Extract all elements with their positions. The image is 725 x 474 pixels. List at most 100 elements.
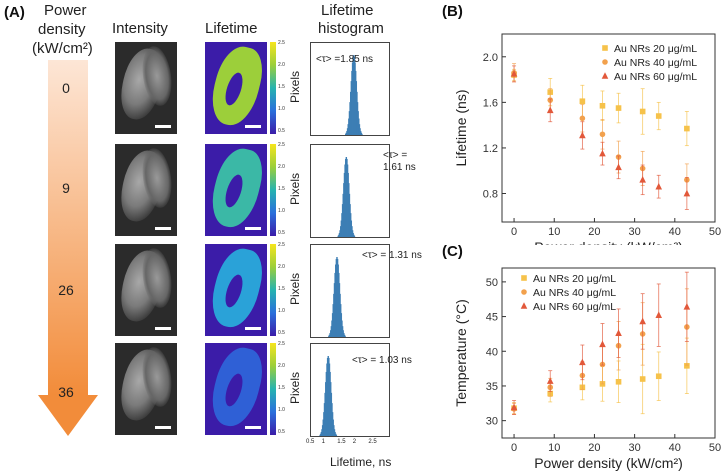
data-point bbox=[615, 105, 622, 111]
lifetime-image bbox=[205, 144, 267, 236]
histogram-bar bbox=[344, 335, 346, 337]
colorbar-tick: 1.5 bbox=[278, 84, 285, 90]
colorbar-tick: 1.5 bbox=[278, 385, 285, 391]
histogram-mean-annotation: <τ> =1.85 ns bbox=[316, 54, 374, 65]
y-tick-label: 30 bbox=[486, 416, 498, 428]
data-point bbox=[546, 106, 554, 114]
x-tick-label: 30 bbox=[628, 226, 640, 238]
lifetime-colorbar bbox=[270, 244, 276, 336]
chart-b-lifetime: (B) 0 10 20 30 40 50 0.8 1.2 1.6 2.0 Power density … bbox=[442, 3, 721, 245]
histogram-y-label: Pixels bbox=[288, 371, 303, 405]
power-density-header-unit: (kW/cm²) bbox=[32, 40, 93, 57]
histogram-x-tick: 2.5 bbox=[368, 439, 377, 445]
colorbar-tick: 2.0 bbox=[278, 264, 285, 270]
data-point bbox=[599, 131, 606, 138]
intensity-image bbox=[115, 144, 177, 236]
scale-bar bbox=[155, 426, 171, 429]
data-point bbox=[615, 163, 622, 171]
data-point bbox=[579, 98, 586, 105]
colorbar-tick: 0.5 bbox=[278, 330, 285, 336]
power-level-0: 0 bbox=[62, 80, 70, 96]
histogram-mean-annotation: <τ> = 1.03 ns bbox=[352, 355, 412, 366]
histogram-x-label: Lifetime, ns bbox=[330, 455, 392, 469]
data-point bbox=[579, 131, 586, 139]
scale-bar bbox=[155, 125, 171, 128]
y-tick-label: 0.8 bbox=[483, 189, 498, 201]
histogram-bar bbox=[361, 133, 363, 135]
x-tick-label: 30 bbox=[628, 442, 640, 454]
colorbar-tick: 2.5 bbox=[278, 341, 285, 347]
y-tick-label: 40 bbox=[486, 346, 498, 358]
legend-label: Au NRs 40 μg/mL bbox=[533, 287, 616, 299]
lifetime-colorbar bbox=[270, 144, 276, 236]
plot-frame bbox=[501, 267, 716, 439]
legend-label: Au NRs 60 μg/mL bbox=[614, 71, 697, 83]
data-point bbox=[639, 108, 646, 115]
data-point bbox=[599, 340, 606, 348]
lifetime-colorbar bbox=[270, 343, 276, 435]
y-axis-label: Temperature (°C) bbox=[453, 299, 469, 407]
data-point bbox=[655, 182, 663, 190]
power-density-header-line1: Power bbox=[44, 2, 87, 19]
x-tick-label: 0 bbox=[511, 442, 517, 454]
colorbar-tick: 0.5 bbox=[278, 230, 285, 236]
histogram-bars bbox=[328, 257, 346, 337]
x-tick-label: 50 bbox=[709, 442, 721, 454]
scale-bar bbox=[155, 327, 171, 330]
y-axis-label: Lifetime (ns) bbox=[453, 89, 469, 166]
histogram-mean-annotation: 1.61 ns bbox=[383, 162, 416, 173]
column-histogram-header-line2: histogram bbox=[318, 20, 384, 37]
scale-bar bbox=[245, 426, 261, 429]
legend-marker bbox=[601, 72, 609, 79]
x-tick-label: 20 bbox=[588, 226, 600, 238]
lifetime-histogram bbox=[310, 244, 390, 338]
legend-marker bbox=[602, 45, 608, 51]
legend-label: Au NRs 20 μg/mL bbox=[614, 43, 697, 55]
column-lifetime-header: Lifetime bbox=[205, 20, 258, 37]
histogram-x-tick: 2 bbox=[352, 439, 357, 445]
histogram-x-tick: 1 bbox=[321, 439, 325, 445]
y-tick-label: 1.6 bbox=[483, 97, 498, 109]
scale-bar bbox=[245, 227, 261, 230]
histogram-bar bbox=[353, 235, 356, 237]
legend-marker bbox=[521, 275, 527, 281]
data-point bbox=[599, 102, 606, 109]
data-point bbox=[510, 403, 518, 411]
data-point bbox=[655, 373, 662, 380]
legend-label: Au NRs 20 μg/mL bbox=[533, 273, 616, 285]
colorbar-tick: 2.0 bbox=[278, 62, 285, 68]
data-point bbox=[599, 149, 606, 157]
legend-marker bbox=[602, 59, 608, 65]
colorbar-tick: 2.0 bbox=[278, 363, 285, 369]
data-point bbox=[655, 113, 662, 119]
data-point bbox=[639, 317, 646, 325]
colorbar-tick: 2.5 bbox=[278, 142, 285, 148]
plot-frame bbox=[501, 33, 716, 223]
y-tick-label: 35 bbox=[486, 381, 498, 393]
lifetime-image bbox=[205, 244, 267, 336]
data-point bbox=[683, 303, 691, 310]
legend-label: Au NRs 60 μg/mL bbox=[533, 301, 616, 313]
panel-letter: (B) bbox=[442, 3, 463, 20]
x-tick-label: 40 bbox=[669, 226, 681, 238]
histogram-x-tick: 0.5 bbox=[306, 439, 315, 445]
intensity-image bbox=[115, 42, 177, 134]
data-point bbox=[579, 115, 586, 122]
y-tick-label: 1.2 bbox=[483, 143, 498, 155]
colorbar-tick: 2.0 bbox=[278, 164, 285, 170]
x-axis-label: Power density (kW/cm²) bbox=[534, 239, 683, 245]
data-point bbox=[684, 363, 690, 369]
legend-marker bbox=[521, 289, 527, 295]
panel-letter: (C) bbox=[442, 243, 463, 260]
histogram-x-tick: 1.5 bbox=[337, 439, 346, 445]
legend-label: Au NRs 40 μg/mL bbox=[614, 57, 697, 69]
colorbar-tick: 2.5 bbox=[278, 40, 285, 46]
x-tick-label: 10 bbox=[548, 442, 560, 454]
histogram-y-label: Pixels bbox=[288, 172, 303, 206]
colorbar-tick: 0.5 bbox=[278, 429, 285, 435]
lifetime-image bbox=[205, 42, 267, 134]
x-axis-label: Power density (kW/cm²) bbox=[534, 455, 683, 471]
data-point bbox=[639, 376, 646, 382]
intensity-image bbox=[115, 244, 177, 336]
power-level-1: 9 bbox=[62, 180, 70, 196]
